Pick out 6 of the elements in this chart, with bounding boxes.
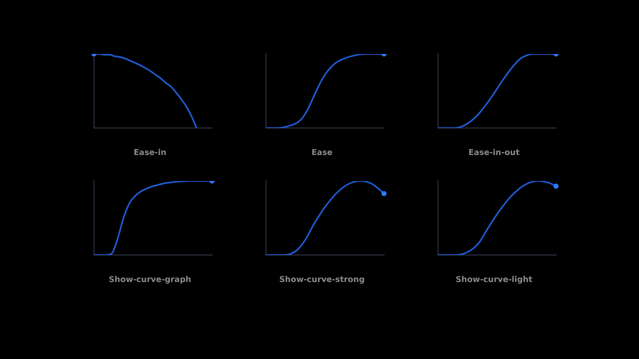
- text: Ease-in: [134, 148, 166, 157]
- text: Show-curve-graph: [108, 275, 192, 284]
- text: Ease-in-out: [468, 148, 520, 157]
- text: Ease: [311, 148, 333, 157]
- text: Show-curve-strong: [279, 275, 365, 284]
- text: Show-curve-light: [456, 275, 532, 284]
